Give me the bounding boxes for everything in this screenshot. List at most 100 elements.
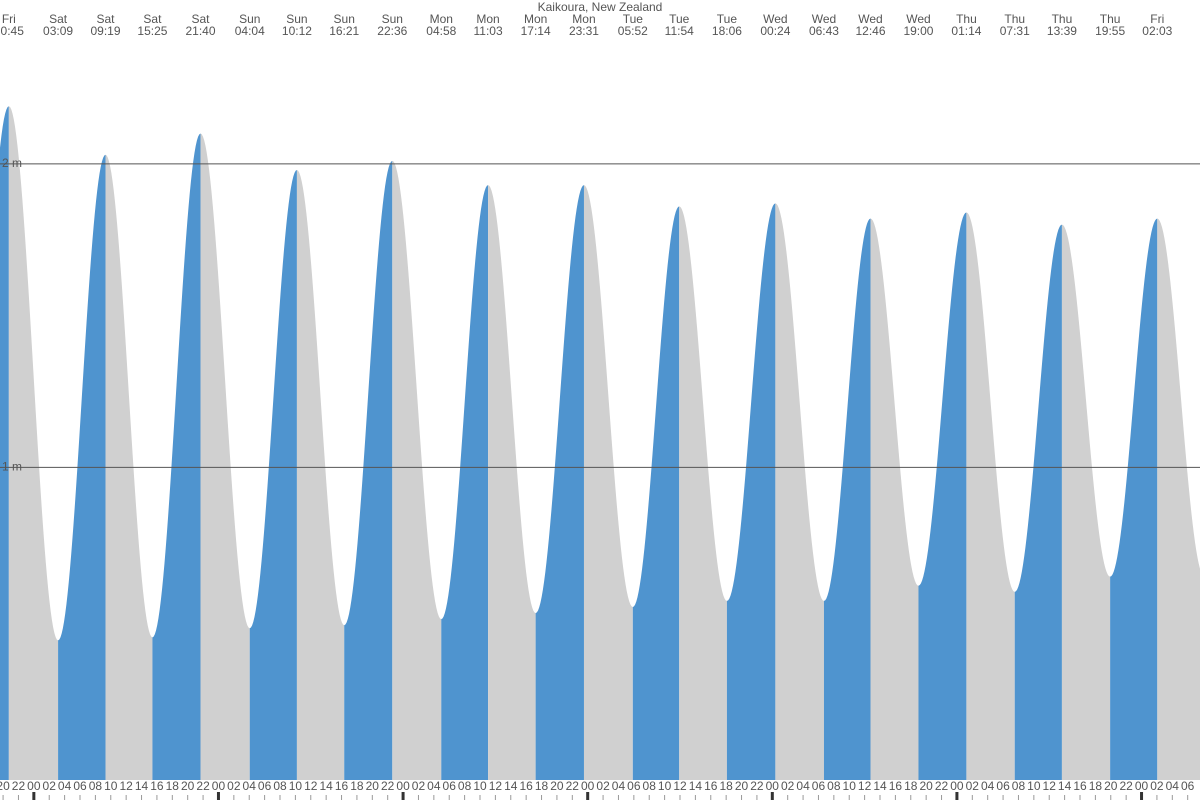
x-tick-label: 20 (366, 779, 380, 793)
extreme-day: Fri (2, 12, 16, 26)
extreme-time: 19:55 (1095, 24, 1125, 38)
x-tick-label: 08 (458, 779, 472, 793)
x-tick-label: 04 (243, 779, 257, 793)
x-tick-label: 14 (319, 779, 333, 793)
x-tick-label: 22 (750, 779, 764, 793)
x-tick-label: 18 (350, 779, 364, 793)
extreme-time: 17:14 (521, 24, 551, 38)
extreme-time: 19:00 (903, 24, 933, 38)
extreme-time: 06:43 (809, 24, 839, 38)
x-tick-label: 08 (89, 779, 103, 793)
extreme-time: 02:03 (1142, 24, 1172, 38)
x-tick-label: 16 (335, 779, 349, 793)
extreme-time: 15:25 (137, 24, 167, 38)
x-tick-label: 00 (27, 779, 41, 793)
falling-tide-area (775, 203, 824, 780)
x-tick-label: 10 (658, 779, 672, 793)
x-tick-label: 02 (227, 779, 241, 793)
x-tick-label: 12 (489, 779, 503, 793)
extreme-time: 23:31 (569, 24, 599, 38)
rising-tide-area (249, 169, 297, 781)
x-tick-label: 00 (1135, 779, 1149, 793)
extreme-day: Thu (956, 12, 977, 26)
extreme-day: Thu (1004, 12, 1025, 26)
x-tick-label: 04 (981, 779, 995, 793)
extreme-day: Sun (286, 12, 307, 26)
x-tick-label: 16 (1073, 779, 1087, 793)
extreme-day: Mon (476, 12, 499, 26)
falling-tide-area (966, 212, 1015, 780)
x-tick-label: 00 (396, 779, 410, 793)
extreme-day: Mon (524, 12, 547, 26)
x-tick-label: 00 (766, 779, 780, 793)
extreme-day: Tue (717, 12, 738, 26)
x-tick-label: 00 (212, 779, 226, 793)
extreme-time: 05:52 (618, 24, 648, 38)
x-tick-label: 18 (904, 779, 918, 793)
extreme-day: Sun (334, 12, 355, 26)
x-tick-label: 04 (612, 779, 626, 793)
x-tick-label: 04 (1166, 779, 1180, 793)
rising-tide-area (535, 185, 584, 781)
falling-tide-area (200, 133, 250, 780)
x-tick-label: 12 (858, 779, 872, 793)
x-tick-label: 06 (258, 779, 272, 793)
x-tick-label: 10 (843, 779, 857, 793)
x-tick-label: 08 (1012, 779, 1026, 793)
x-tick-label: 02 (1150, 779, 1164, 793)
extreme-day: Tue (669, 12, 690, 26)
x-tick-label: 00 (950, 779, 964, 793)
extreme-time: 22:36 (377, 24, 407, 38)
x-tick-label: 20 (550, 779, 564, 793)
x-tick-label: 08 (643, 779, 657, 793)
extreme-time: 10:12 (282, 24, 312, 38)
extreme-time: 21:40 (185, 24, 215, 38)
extreme-day: Mon (572, 12, 595, 26)
x-tick-label: 14 (504, 779, 518, 793)
x-tick-label: 12 (1043, 779, 1057, 793)
x-tick-label: 02 (412, 779, 426, 793)
falling-tide-area (488, 185, 536, 781)
falling-tide-area (1061, 224, 1111, 781)
x-tick-label: 06 (812, 779, 826, 793)
y-tick-label: 1 m (2, 460, 22, 474)
extreme-time: 11:03 (474, 24, 503, 38)
falling-tide-area (679, 206, 727, 780)
extreme-day: Wed (812, 12, 836, 26)
rising-tide-area (726, 203, 776, 780)
x-tick-label: 12 (119, 779, 133, 793)
extreme-time: 20:45 (0, 24, 24, 38)
x-tick-label: 10 (1027, 779, 1041, 793)
x-tick-label: 06 (996, 779, 1010, 793)
rising-tide-area (152, 133, 201, 780)
x-tick-label: 00 (581, 779, 595, 793)
x-tick-label: 22 (196, 779, 210, 793)
extreme-day: Mon (430, 12, 453, 26)
x-tick-label: 18 (535, 779, 549, 793)
x-tick-label: 14 (689, 779, 703, 793)
x-tick-label: 20 (0, 779, 10, 793)
x-tick-label: 12 (304, 779, 318, 793)
x-tick-label: 14 (135, 779, 149, 793)
x-tick-label: 06 (1181, 779, 1195, 793)
x-tick-label: 04 (796, 779, 810, 793)
rising-tide-area (1110, 218, 1158, 780)
y-tick-label: 2 m (2, 156, 22, 170)
x-tick-label: 20 (181, 779, 195, 793)
x-tick-label: 16 (150, 779, 164, 793)
falling-tide-area (583, 185, 633, 781)
extreme-day: Thu (1100, 12, 1121, 26)
rising-tide-area (918, 212, 967, 780)
falling-tide-area (296, 169, 345, 781)
extreme-day: Sat (97, 12, 116, 26)
falling-tide-area (870, 218, 919, 780)
x-tick-label: 18 (1089, 779, 1103, 793)
x-tick-label: 10 (289, 779, 303, 793)
x-tick-label: 08 (273, 779, 287, 793)
extreme-time: 13:39 (1047, 24, 1077, 38)
x-tick-label: 22 (381, 779, 395, 793)
extreme-time: 04:04 (235, 24, 265, 38)
x-tick-label: 20 (919, 779, 933, 793)
x-tick-label: 04 (58, 779, 72, 793)
